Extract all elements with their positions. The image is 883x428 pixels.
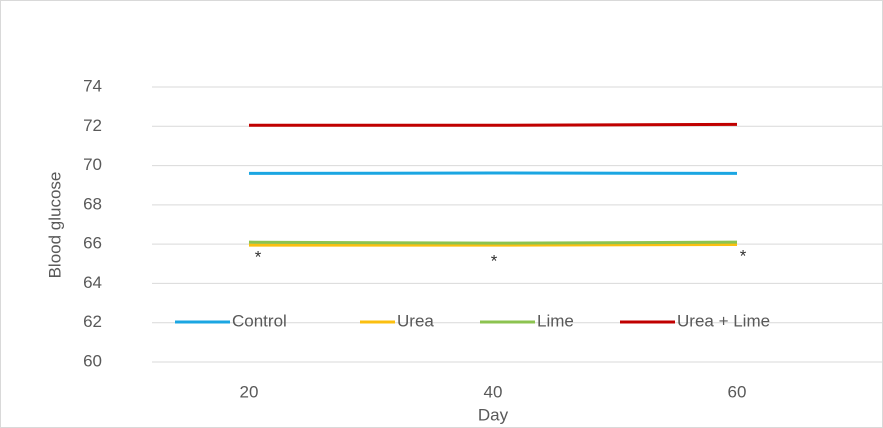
legend-label: Control [232, 311, 287, 330]
x-tick-label: 20 [240, 382, 259, 401]
significance-marker: * [740, 246, 747, 265]
series-line [248, 240, 738, 245]
legend-label: Urea + Lime [677, 311, 770, 330]
series-line [249, 243, 738, 247]
y-tick-label: 72 [83, 116, 102, 135]
legend-label: Urea [397, 311, 434, 330]
y-tick-label: 64 [83, 273, 102, 292]
y-tick-label: 60 [83, 351, 102, 370]
legend-label: Lime [537, 311, 574, 330]
significance-marker: * [491, 251, 498, 270]
y-tick-label: 66 [83, 234, 102, 253]
x-tick-label: 40 [484, 382, 503, 401]
y-axis-title: Blood glucose [45, 172, 64, 279]
significance-marker: * [255, 247, 262, 266]
y-tick-label: 74 [83, 76, 102, 95]
series-line [249, 122, 738, 127]
y-tick-label: 62 [83, 312, 102, 331]
y-tick-label: 70 [83, 155, 102, 174]
y-tick-label: 68 [83, 194, 102, 213]
x-axis-title: Day [478, 405, 509, 424]
x-tick-label: 60 [728, 382, 747, 401]
